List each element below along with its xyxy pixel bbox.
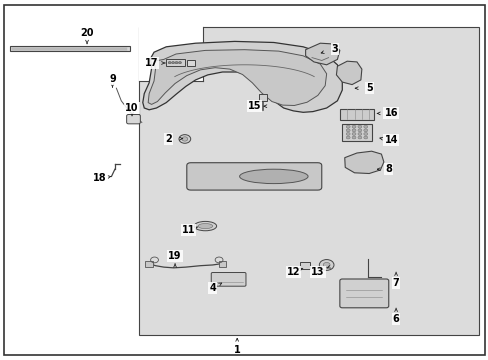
Polygon shape (142, 41, 342, 112)
Circle shape (351, 132, 355, 135)
Text: 1: 1 (233, 345, 240, 355)
Text: 7: 7 (392, 278, 399, 288)
Text: 19: 19 (168, 251, 182, 261)
Circle shape (178, 62, 181, 64)
FancyBboxPatch shape (186, 163, 321, 190)
Polygon shape (336, 61, 361, 85)
Circle shape (182, 137, 187, 141)
Text: 8: 8 (385, 164, 391, 174)
Circle shape (171, 62, 174, 64)
FancyBboxPatch shape (339, 279, 388, 308)
Text: 13: 13 (310, 267, 324, 277)
FancyBboxPatch shape (10, 46, 129, 51)
Circle shape (357, 136, 361, 139)
Text: 16: 16 (384, 108, 397, 118)
Circle shape (357, 132, 361, 135)
FancyBboxPatch shape (299, 262, 309, 269)
FancyBboxPatch shape (259, 94, 266, 101)
Text: 6: 6 (392, 314, 399, 324)
Text: 9: 9 (109, 74, 116, 84)
Circle shape (346, 132, 349, 135)
Circle shape (346, 125, 349, 128)
Ellipse shape (194, 221, 216, 231)
Text: 10: 10 (125, 103, 139, 113)
Circle shape (357, 129, 361, 132)
Polygon shape (305, 43, 339, 65)
Text: 15: 15 (247, 101, 261, 111)
FancyBboxPatch shape (186, 60, 194, 66)
Ellipse shape (239, 169, 307, 184)
Text: 20: 20 (80, 28, 94, 38)
FancyBboxPatch shape (342, 124, 371, 141)
Text: 12: 12 (286, 267, 300, 277)
FancyBboxPatch shape (218, 261, 226, 267)
Circle shape (363, 132, 367, 135)
Circle shape (179, 135, 190, 143)
Circle shape (351, 125, 355, 128)
Circle shape (351, 129, 355, 132)
Bar (139, 25, 203, 81)
Bar (139, 27, 478, 335)
Text: 14: 14 (384, 135, 397, 145)
FancyBboxPatch shape (339, 109, 373, 120)
Circle shape (319, 260, 333, 270)
Text: 5: 5 (365, 83, 372, 93)
Circle shape (351, 136, 355, 139)
Text: 4: 4 (209, 283, 216, 293)
Circle shape (175, 62, 178, 64)
FancyBboxPatch shape (166, 59, 184, 66)
Text: 11: 11 (181, 225, 195, 235)
Circle shape (168, 62, 171, 64)
Circle shape (323, 262, 329, 267)
Circle shape (346, 136, 349, 139)
FancyBboxPatch shape (211, 273, 245, 286)
Circle shape (357, 125, 361, 128)
Text: 3: 3 (331, 44, 338, 54)
FancyBboxPatch shape (126, 114, 140, 124)
FancyBboxPatch shape (145, 261, 153, 267)
Polygon shape (344, 151, 383, 174)
Circle shape (363, 125, 367, 128)
Ellipse shape (198, 224, 212, 229)
Circle shape (363, 129, 367, 132)
Polygon shape (148, 50, 326, 105)
Text: 17: 17 (144, 58, 158, 68)
Text: 2: 2 (165, 134, 172, 144)
Circle shape (346, 129, 349, 132)
Text: 18: 18 (93, 173, 107, 183)
Circle shape (363, 136, 367, 139)
